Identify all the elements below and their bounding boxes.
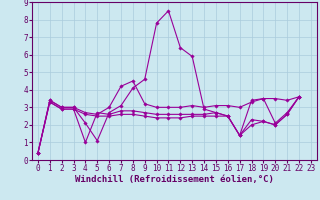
X-axis label: Windchill (Refroidissement éolien,°C): Windchill (Refroidissement éolien,°C): [75, 175, 274, 184]
